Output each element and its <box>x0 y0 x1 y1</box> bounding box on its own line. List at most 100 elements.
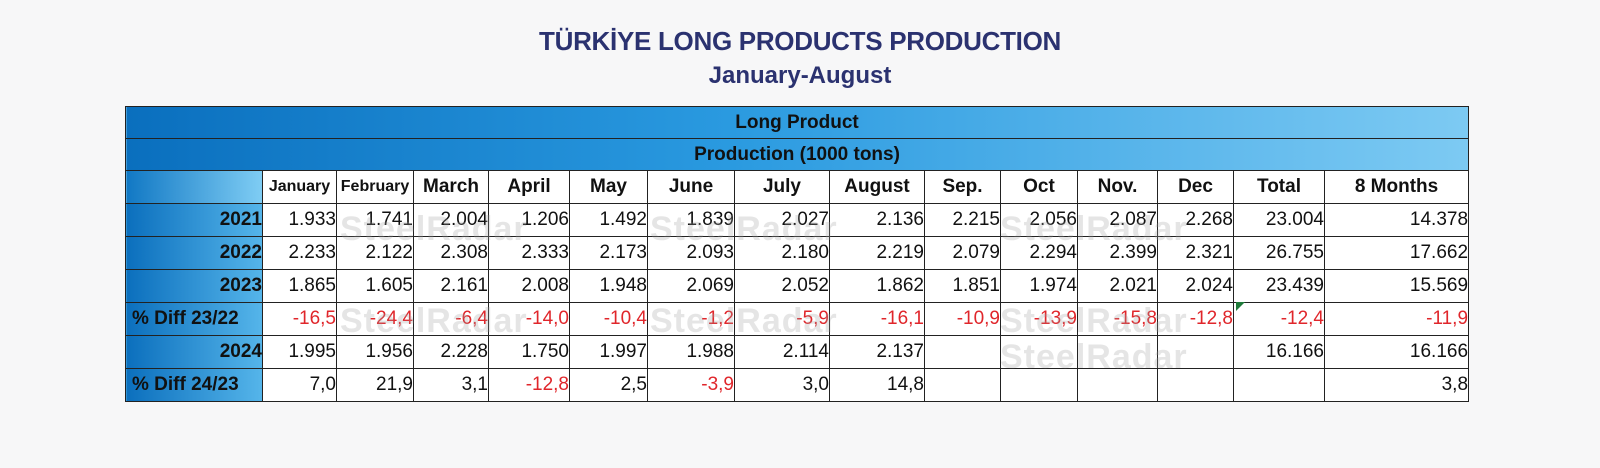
table-cell: 1.948 <box>569 269 648 303</box>
table-cell: 2.137 <box>829 335 925 369</box>
banner-production-unit: Production (1000 tons) <box>124 138 1470 171</box>
table-cell: 26.755 <box>1233 236 1325 270</box>
row-label: 2021 <box>125 203 263 237</box>
table-cell: 2.219 <box>829 236 925 270</box>
table-cell: 7,0 <box>262 368 337 402</box>
table-cell: 1.839 <box>647 203 735 237</box>
table-cell: 2.180 <box>734 236 830 270</box>
table-cell: 16.166 <box>1323 335 1470 369</box>
table-cell: 2.008 <box>488 269 570 303</box>
table-cell: -12,8 <box>488 368 570 402</box>
table-cell: 2.333 <box>488 236 570 270</box>
row-label: 2024 <box>125 335 263 369</box>
table-cell <box>1077 368 1158 402</box>
table-cell: 1.974 <box>1000 269 1078 303</box>
table-cell: 2.004 <box>413 203 489 237</box>
banner-long-product: Long Product <box>124 106 1470 139</box>
row-label: 2022 <box>125 236 263 270</box>
table-cell: 1.492 <box>569 203 648 237</box>
column-header: August <box>829 170 925 204</box>
table-cell: 1.605 <box>336 269 414 303</box>
table-cell: -10,4 <box>569 302 648 336</box>
table-cell: 2.321 <box>1157 236 1234 270</box>
table-cell: 23.004 <box>1233 203 1325 237</box>
table-cell: -16,5 <box>262 302 337 336</box>
column-header: 8 Months <box>1323 170 1470 204</box>
column-header: July <box>734 170 830 204</box>
column-header: Dec <box>1157 170 1234 204</box>
table-cell: -24,4 <box>336 302 414 336</box>
page-subtitle: January-August <box>708 62 892 89</box>
table-cell: 2.087 <box>1077 203 1158 237</box>
table-cell <box>1077 335 1158 369</box>
table-cell <box>1157 368 1234 402</box>
table-cell <box>1233 368 1325 402</box>
column-header: February <box>336 170 414 204</box>
column-header: April <box>488 170 570 204</box>
production-table: Long Product Production (1000 tons) Janu… <box>124 106 1470 402</box>
table-cell: 1.862 <box>829 269 925 303</box>
table-cell: 2.093 <box>647 236 735 270</box>
table-cell: 16.166 <box>1233 335 1325 369</box>
table-cell: 1.956 <box>336 335 414 369</box>
table-cell: -16,1 <box>829 302 925 336</box>
table-cell: 1.933 <box>262 203 337 237</box>
table-cell: 3,8 <box>1323 368 1470 402</box>
table-cell: 2.069 <box>647 269 735 303</box>
table-cell: 1.995 <box>262 335 337 369</box>
table-cell: 2.268 <box>1157 203 1234 237</box>
table-cell <box>1157 335 1234 369</box>
table-cell <box>1000 368 1078 402</box>
table-cell: 2.079 <box>924 236 1001 270</box>
table-cell: 1.741 <box>336 203 414 237</box>
table-cell <box>924 368 1001 402</box>
table-cell: 2.215 <box>924 203 1001 237</box>
table-cell: -5,9 <box>734 302 830 336</box>
table-cell: 14,8 <box>829 368 925 402</box>
table-cell: 2.399 <box>1077 236 1158 270</box>
table-cell: 14.378 <box>1323 203 1470 237</box>
table-cell: -1,2 <box>647 302 735 336</box>
header-row: January February March April May June July Augu… <box>125 170 1470 204</box>
table-cell: -12,8 <box>1157 302 1234 336</box>
table-cell: 2.056 <box>1000 203 1078 237</box>
cell-comment-marker <box>1236 302 1245 311</box>
table-cell: 1.851 <box>924 269 1001 303</box>
table-cell: 2.114 <box>734 335 830 369</box>
table-cell: -10,9 <box>924 302 1001 336</box>
table-cell: 2.024 <box>1157 269 1234 303</box>
table-row: 2024 1.995 1.956 2.228 1.750 1.997 1.988 2.114 2… <box>125 335 1470 369</box>
table-row: 2022 2.233 2.122 2.308 2.333 2.173 2.093 2.180 2… <box>125 236 1470 270</box>
banner-row-product: Long Product <box>124 106 1470 139</box>
table-cell: 23.439 <box>1233 269 1325 303</box>
table-cell: 2.052 <box>734 269 830 303</box>
table-cell: -3,9 <box>647 368 735 402</box>
table-cell: 2.308 <box>413 236 489 270</box>
table-cell: 3,1 <box>413 368 489 402</box>
column-header: January <box>262 170 337 204</box>
table-cell: -6,4 <box>413 302 489 336</box>
banner-row-production: Production (1000 tons) <box>124 138 1470 171</box>
table-cell: 3,0 <box>734 368 830 402</box>
column-header: May <box>569 170 648 204</box>
table-row: 2023 1.865 1.605 2.161 2.008 1.948 2.069 2.052 1… <box>125 269 1470 303</box>
row-label: % Diff 24/23 <box>125 368 263 402</box>
table-cell: 17.662 <box>1323 236 1470 270</box>
table-cell: -14,0 <box>488 302 570 336</box>
header-corner <box>125 170 263 204</box>
column-header: June <box>647 170 735 204</box>
table-cell: 1.865 <box>262 269 337 303</box>
table-cell: 2.027 <box>734 203 830 237</box>
column-header: Nov. <box>1077 170 1158 204</box>
column-header: March <box>413 170 489 204</box>
table-cell: 2.233 <box>262 236 337 270</box>
column-header: Total <box>1233 170 1325 204</box>
table-cell <box>924 335 1001 369</box>
page-title: TÜRKİYE LONG PRODUCTS PRODUCTION <box>539 26 1061 56</box>
table-cell: 1.750 <box>488 335 570 369</box>
table-cell: 1.206 <box>488 203 570 237</box>
table-cell: 2.021 <box>1077 269 1158 303</box>
table-cell: 2.294 <box>1000 236 1078 270</box>
table-cell: 2.122 <box>336 236 414 270</box>
table-cell: 1.997 <box>569 335 648 369</box>
